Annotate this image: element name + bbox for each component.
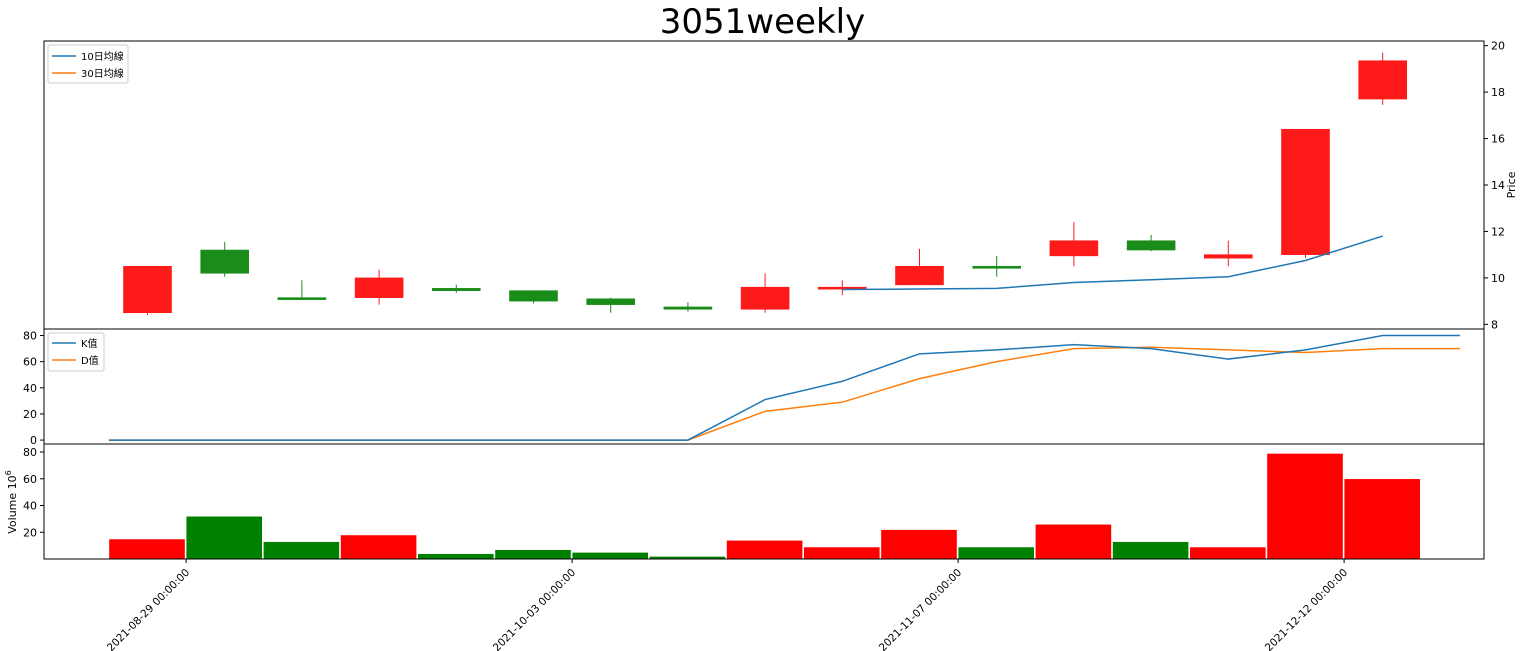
kd-frame — [43, 328, 1485, 445]
kd-legend: K值 D值 — [47, 332, 105, 372]
price-legend-entry: 10日均線 — [81, 50, 124, 63]
volume-bar — [494, 549, 572, 560]
volume-y-tick-label: 40 — [23, 500, 37, 513]
candle-body — [431, 288, 481, 291]
price-y-tick-label: 20 — [1491, 40, 1505, 53]
volume-bar — [1112, 541, 1189, 560]
volume-y-tick-label: 20 — [23, 526, 37, 539]
volume-bar — [1035, 523, 1112, 560]
volume-bar — [340, 534, 417, 560]
candle-body — [1049, 240, 1099, 257]
candle — [1358, 52, 1407, 105]
kd-panel: 0 20 40 60 80 K值 D值 — [23, 328, 1485, 447]
x-tick-label: 2021-08-29 00:00:00 — [105, 567, 192, 651]
volume-panel: 20 40 60 80 Volume 106 — [4, 443, 1485, 560]
candle-body — [1126, 240, 1176, 251]
x-axis: 2021-08-29 00:00:00 2021-10-03 00:00:00 20… — [105, 559, 1350, 651]
volume-y-tick-label: 60 — [23, 473, 37, 486]
candle-body — [740, 286, 790, 310]
price-legend: 10日均線 30日均線 — [47, 44, 129, 84]
kd-legend-entry: K值 — [81, 337, 98, 350]
candle-body — [663, 306, 713, 310]
x-tick-label: 2021-10-03 00:00:00 — [491, 567, 578, 651]
k-line — [108, 334, 1460, 441]
candle — [1049, 222, 1099, 267]
price-y-tick-label: 16 — [1491, 133, 1505, 146]
candle — [1204, 240, 1253, 267]
volume-bar — [108, 538, 186, 560]
ma10-line — [842, 235, 1383, 291]
candle — [1126, 234, 1176, 252]
d-line — [108, 346, 1460, 441]
candle — [509, 290, 558, 304]
volume-y-tick-label: 80 — [23, 446, 37, 459]
candle — [972, 255, 1022, 277]
chart-title: 3051weekly — [659, 2, 866, 42]
kd-y-tick-label: 60 — [23, 356, 37, 369]
candle — [586, 297, 636, 313]
price-y-tick-label: 8 — [1491, 318, 1498, 331]
volume-bar — [1266, 453, 1344, 560]
kd-y-tick-label: 0 — [30, 434, 37, 447]
volume-bar — [880, 529, 958, 560]
volume-bar — [571, 552, 649, 560]
volume-bar — [417, 553, 495, 560]
candle — [740, 273, 790, 313]
candle-body — [354, 277, 404, 298]
candle — [200, 241, 249, 277]
candle-body — [586, 298, 636, 305]
volume-bar — [957, 546, 1035, 560]
volume-bar — [262, 541, 340, 560]
candle — [663, 302, 713, 312]
volume-bar — [726, 539, 803, 560]
price-y-tick-label: 10 — [1491, 272, 1505, 285]
price-y-tick-label: 12 — [1491, 225, 1505, 238]
candle — [1281, 128, 1330, 259]
volume-frame — [43, 443, 1485, 560]
candle — [431, 284, 481, 293]
volume-bar — [803, 546, 881, 560]
kd-y-tick-label: 80 — [23, 330, 37, 343]
x-tick-label: 2021-12-12 00:00:00 — [1263, 567, 1350, 651]
candle-body — [200, 249, 249, 274]
price-y-tick-label: 18 — [1491, 86, 1505, 99]
volume-y-axis-label: Volume 106 — [4, 470, 19, 534]
kd-y-tick-label: 40 — [23, 382, 37, 395]
candle — [123, 265, 172, 316]
volume-bar — [185, 515, 263, 560]
volume-bar — [1343, 478, 1421, 560]
candle-body — [123, 265, 172, 314]
candle-body — [509, 290, 558, 302]
candle — [817, 280, 867, 296]
candle-body — [1281, 128, 1330, 255]
price-frame — [43, 40, 1485, 330]
candle-body — [1358, 60, 1407, 100]
candle-body — [972, 265, 1022, 269]
volume-y-axis-exponent: 6 — [4, 470, 13, 475]
price-legend-entry: 30日均線 — [81, 67, 124, 80]
kd-legend-entry: D值 — [81, 354, 99, 367]
price-y-tick-label: 14 — [1491, 179, 1505, 192]
price-panel: 8 10 12 14 16 18 20 Price 10日均線 30日均線 — [43, 40, 1518, 331]
candle — [277, 280, 327, 300]
volume-bar — [1189, 546, 1267, 560]
candle-body — [277, 297, 327, 300]
candle-body — [895, 265, 944, 286]
candle-body — [1204, 254, 1253, 259]
candle — [895, 248, 944, 286]
candle — [354, 269, 404, 305]
kd-y-tick-label: 20 — [23, 408, 37, 421]
price-y-axis-label: Price — [1505, 171, 1518, 198]
x-tick-label: 2021-11-07 00:00:00 — [877, 567, 964, 651]
